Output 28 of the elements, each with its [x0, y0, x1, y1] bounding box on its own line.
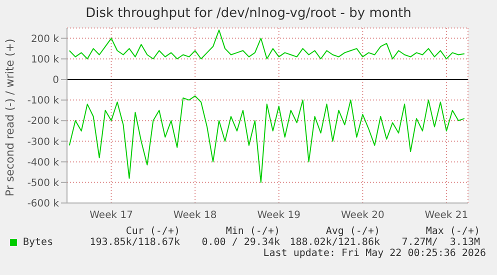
y-tick-label: -300 k [27, 136, 60, 148]
y-tick-label: -200 k [27, 116, 60, 128]
y-tick-label: 0 [52, 75, 59, 86]
x-tick-label: Week 17 [90, 210, 133, 222]
line-series [68, 30, 465, 60]
text: 188.02k/121.86k [288, 237, 380, 248]
y-tick-label: 200 k [30, 34, 60, 45]
x-tick-label: Week 18 [173, 210, 217, 222]
legend-label: Bytes [22, 237, 54, 248]
x-tick-label: Week 19 [257, 210, 301, 222]
text: Min (-/+) [224, 226, 280, 237]
text: 0.00 / 29.34k [200, 237, 280, 248]
text: 193.85k/118.67k [88, 237, 180, 248]
y-tick-label: 100 k [30, 54, 60, 66]
text: Last update: Fri May 22 00:25:36 2026 [262, 248, 486, 259]
y-tick-label: -400 k [27, 157, 60, 168]
text: Cur (-/+) [124, 226, 180, 237]
y-tick-label: -600 k [27, 198, 60, 210]
x-tick-label: Week 21 [424, 210, 468, 222]
x-tick-label: Week 20 [341, 210, 384, 222]
text: 7.27M/ 3.13M [400, 237, 480, 248]
y-tick-label: -500 k [27, 178, 60, 189]
text: Avg (-/+) [324, 226, 380, 237]
y-axis-title: Pr second read (-) / write (+) [4, 38, 17, 196]
text: Max (-/+) [424, 226, 480, 237]
chart-title: Disk throughput for /dev/nlnog-vg/root - by month [84, 6, 412, 21]
line-series [68, 95, 465, 183]
y-tick-label: -100 k [27, 96, 60, 107]
